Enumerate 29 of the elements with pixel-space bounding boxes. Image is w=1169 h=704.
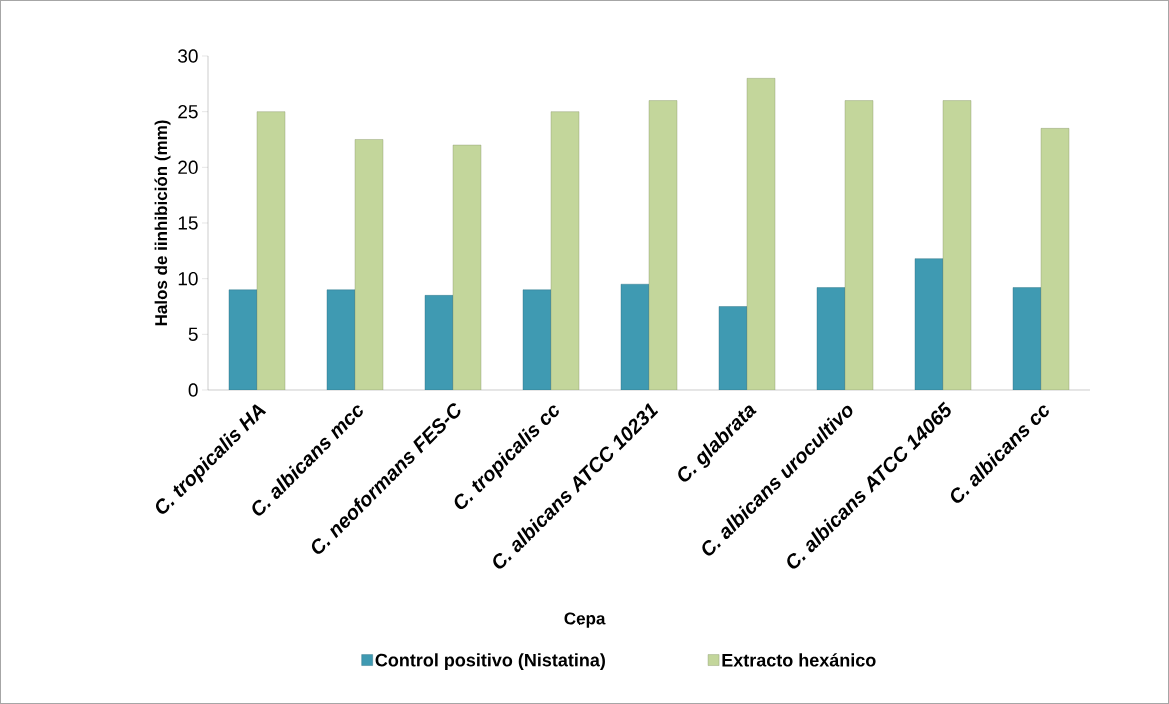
bar [1040,128,1070,390]
bar [550,111,580,390]
bar [746,78,776,390]
bar [648,100,678,390]
y-tick-label: 10 [178,271,198,286]
bar [452,144,482,390]
bar [816,287,846,390]
bar [256,111,286,390]
x-axis-title: Cepa [564,612,606,628]
y-tick-label: 30 [178,49,198,63]
bar [326,289,356,390]
bar [620,284,650,390]
bar [522,289,552,390]
y-tick-label: 15 [178,216,198,230]
bar [844,100,874,390]
y-tick-label: 25 [178,104,198,119]
bar [424,295,454,390]
y-tick-label: 0 [188,383,198,397]
bar [942,100,972,390]
y-tick-label: 20 [178,160,198,175]
bar [228,289,258,390]
y-tick-label: 5 [188,327,198,341]
bar [354,139,384,390]
y-axis-title: Halos de iinhibición (mm) [154,120,171,326]
bar [1012,287,1042,390]
bar [718,306,748,390]
legend-label: Extracto hexánico [722,653,876,667]
bar [914,258,944,390]
legend-label: Control positivo (Nistatina) [375,653,605,671]
